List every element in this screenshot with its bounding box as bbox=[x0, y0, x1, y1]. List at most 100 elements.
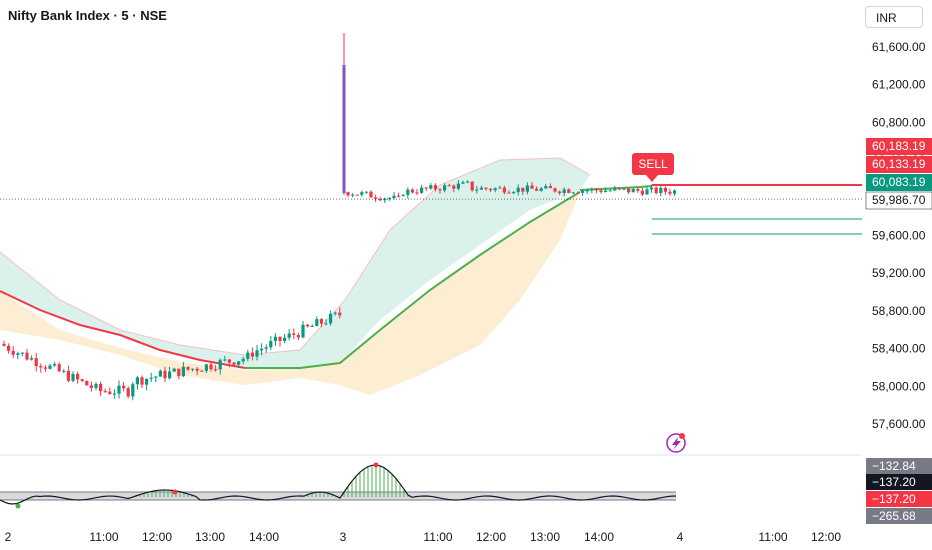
x-tick-label: 12:00 bbox=[811, 530, 841, 544]
osc-tag bbox=[866, 508, 932, 524]
y-tick-label: 60,800.00 bbox=[872, 115, 926, 129]
candle-body bbox=[76, 373, 80, 380]
candle-body bbox=[466, 181, 470, 183]
candle-body bbox=[209, 364, 213, 370]
ma-cloud bbox=[0, 157, 591, 395]
candle-body bbox=[48, 365, 52, 369]
candle-body bbox=[640, 190, 644, 195]
candle-body bbox=[530, 185, 534, 189]
candle-body bbox=[673, 190, 677, 194]
candle-body bbox=[401, 194, 405, 196]
osc-tag-label: −132.84 bbox=[872, 459, 916, 473]
candle-body bbox=[204, 364, 208, 371]
currency-selector[interactable]: INR bbox=[865, 6, 923, 28]
candle-body bbox=[438, 189, 442, 191]
band-upper-line bbox=[0, 157, 591, 356]
candle-body bbox=[668, 191, 672, 194]
cloud-upper bbox=[0, 158, 590, 369]
candle-body bbox=[521, 187, 525, 192]
x-tick-label: 11:00 bbox=[423, 530, 452, 544]
candle-body bbox=[369, 191, 373, 198]
candle-body bbox=[364, 191, 368, 193]
price-axis: 61,600.0061,200.0060,800.0060,400.0060,0… bbox=[872, 40, 926, 431]
candle-body bbox=[296, 334, 300, 338]
price-levels bbox=[0, 184, 862, 235]
candle-body bbox=[631, 188, 635, 193]
osc-dot bbox=[172, 489, 178, 495]
candle-body bbox=[443, 185, 447, 191]
x-tick-label: 11:00 bbox=[89, 530, 118, 544]
candle-body bbox=[246, 352, 250, 359]
osc-tag-label: −265.68 bbox=[872, 509, 916, 523]
candle-body bbox=[71, 373, 75, 381]
candle-body bbox=[145, 378, 149, 385]
candle-body bbox=[636, 188, 640, 191]
sell-pointer bbox=[646, 175, 658, 182]
x-tick-label: 12:00 bbox=[142, 530, 172, 544]
candle-body bbox=[378, 198, 382, 201]
candle-body bbox=[283, 337, 287, 341]
y-tick-label: 57,600.00 bbox=[872, 417, 926, 431]
candle-body bbox=[654, 187, 658, 194]
candle-body bbox=[30, 358, 34, 360]
candle-body bbox=[594, 188, 598, 191]
candle-body bbox=[608, 190, 612, 192]
osc-line bbox=[0, 464, 677, 505]
candle-body bbox=[493, 188, 497, 191]
candle-body bbox=[558, 191, 562, 193]
candle-body bbox=[177, 368, 181, 377]
candle-body bbox=[650, 187, 654, 190]
oscillator-pane bbox=[0, 462, 677, 509]
candle-body bbox=[415, 192, 419, 194]
time-axis: 2 11:00 12:00 13:00 14:00 3 11:00 12:00 13:00 14:… bbox=[5, 530, 842, 544]
candle-body bbox=[310, 326, 314, 328]
candle-body bbox=[351, 194, 355, 196]
candle-body bbox=[200, 370, 204, 372]
candle-body bbox=[397, 195, 401, 197]
price-tag-label: 60,133.19 bbox=[872, 157, 926, 171]
candlesticks bbox=[2, 33, 677, 401]
candle-body bbox=[103, 391, 107, 393]
cloud-lower bbox=[0, 192, 580, 395]
candle-body bbox=[255, 350, 259, 357]
candle-body bbox=[287, 333, 291, 338]
candle-body bbox=[470, 181, 474, 191]
candle-body bbox=[218, 360, 222, 370]
candle-body bbox=[447, 185, 451, 187]
y-tick-label: 59,600.00 bbox=[872, 229, 926, 243]
candle-body bbox=[269, 341, 273, 348]
x-tick-label: 12:00 bbox=[476, 530, 506, 544]
spike-body bbox=[342, 65, 346, 193]
candle-body bbox=[149, 377, 153, 379]
candle-body bbox=[278, 336, 282, 341]
osc-tag-label: −137.20 bbox=[872, 475, 916, 489]
y-tick-label: 58,800.00 bbox=[872, 304, 926, 318]
candle-body bbox=[420, 187, 424, 193]
symbol-title[interactable]: Nifty Bank Index · 5 · NSE bbox=[8, 8, 167, 23]
osc-dot bbox=[15, 503, 21, 509]
lightning-icon[interactable] bbox=[666, 433, 686, 453]
candle-body bbox=[195, 368, 199, 371]
ma-fast-line bbox=[245, 191, 581, 369]
price-tag-label: 60,083.19 bbox=[872, 175, 926, 189]
candle-body bbox=[374, 197, 378, 199]
candle-body bbox=[553, 188, 557, 192]
candle-body bbox=[168, 371, 172, 379]
ma-fast-tail bbox=[579, 185, 653, 191]
osc-tag bbox=[866, 491, 932, 507]
moving-averages bbox=[0, 185, 653, 369]
sell-signal[interactable]: SELL bbox=[632, 153, 674, 182]
candle-body bbox=[135, 377, 139, 385]
x-tick-label: 14:00 bbox=[584, 530, 614, 544]
candle-body bbox=[66, 370, 70, 381]
price-tag-label: 59,986.70 bbox=[872, 193, 926, 207]
candle-body bbox=[406, 189, 410, 195]
candle-body bbox=[158, 370, 162, 377]
osc-band bbox=[0, 492, 676, 500]
candle-body bbox=[333, 312, 337, 314]
candle-body bbox=[622, 188, 626, 190]
candle-body bbox=[2, 343, 6, 346]
candle-body bbox=[659, 188, 663, 194]
candle-body bbox=[567, 189, 571, 193]
